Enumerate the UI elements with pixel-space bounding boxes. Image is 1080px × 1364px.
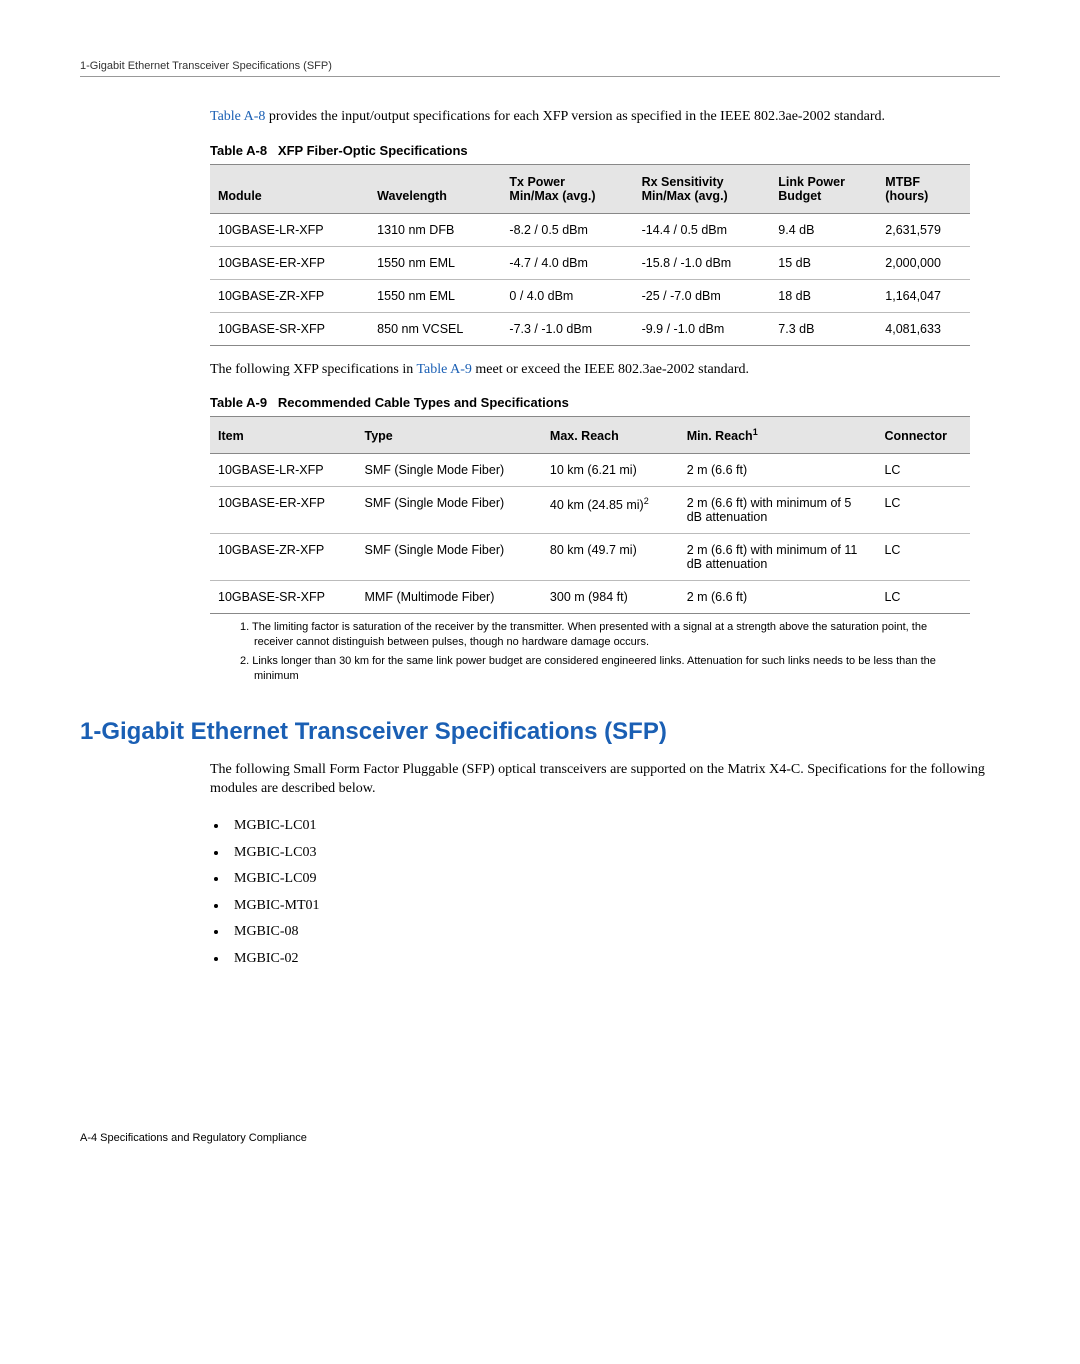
section-intro: The following Small Form Factor Pluggabl… (210, 760, 1000, 799)
table-cell: 80 km (49.7 mi) (542, 534, 679, 581)
table-row: 10GBASE-ER-XFPSMF (Single Mode Fiber)40 … (210, 487, 970, 534)
table-cell: -14.4 / 0.5 dBm (634, 213, 771, 246)
col-module: Module (210, 164, 369, 213)
list-item: MGBIC-MT01 (228, 893, 1000, 920)
list-item: MGBIC-LC01 (228, 813, 1000, 840)
table-cell: 7.3 dB (770, 312, 877, 345)
section-heading: 1-Gigabit Ethernet Transceiver Specifica… (80, 718, 1000, 746)
intro-paragraph-2: The following XFP specifications in Tabl… (210, 360, 1000, 380)
table-cell: LC (876, 534, 970, 581)
table-row: 10GBASE-LR-XFP1310 nm DFB-8.2 / 0.5 dBm-… (210, 213, 970, 246)
table-a8-title: XFP Fiber-Optic Specifications (278, 143, 468, 158)
table-cell: 1310 nm DFB (369, 213, 501, 246)
table-cell: 10GBASE-SR-XFP (210, 312, 369, 345)
table-cell: 2 m (6.6 ft) (679, 581, 877, 614)
intro2-pre: The following XFP specifications in (210, 362, 416, 377)
table-cell: LC (876, 454, 970, 487)
table-cell: -7.3 / -1.0 dBm (501, 312, 633, 345)
list-item: MGBIC-LC09 (228, 866, 1000, 893)
table-cell: 2,631,579 (877, 213, 970, 246)
table-cell: 2 m (6.6 ft) (679, 454, 877, 487)
table-cell: MMF (Multimode Fiber) (357, 581, 542, 614)
table-cell: SMF (Single Mode Fiber) (357, 454, 542, 487)
page-header: 1-Gigabit Ethernet Transceiver Specifica… (80, 60, 1000, 77)
table-cell: 18 dB (770, 279, 877, 312)
col-wavelength: Wavelength (369, 164, 501, 213)
table-a8-header-row: Module Wavelength Tx PowerMin/Max (avg.)… (210, 164, 970, 213)
table-cell: 850 nm VCSEL (369, 312, 501, 345)
table-a9-caption: Table A-9 Recommended Cable Types and Sp… (210, 395, 1000, 410)
module-list: MGBIC-LC01MGBIC-LC03MGBIC-LC09MGBIC-MT01… (210, 813, 1000, 973)
table-cell: -4.7 / 4.0 dBm (501, 246, 633, 279)
table-a9-title: Recommended Cable Types and Specificatio… (278, 395, 569, 410)
table-cell: 15 dB (770, 246, 877, 279)
table-row: 10GBASE-ZR-XFP1550 nm EML0 / 4.0 dBm-25 … (210, 279, 970, 312)
table-cell: 10GBASE-SR-XFP (210, 581, 357, 614)
col-type: Type (357, 417, 542, 454)
col-item: Item (210, 417, 357, 454)
col-txpower: Tx PowerMin/Max (avg.) (501, 164, 633, 213)
table-cell: 10 km (6.21 mi) (542, 454, 679, 487)
table-cell: 10GBASE-LR-XFP (210, 213, 369, 246)
table-cell: LC (876, 581, 970, 614)
table-cell: 0 / 4.0 dBm (501, 279, 633, 312)
table-cell: 10GBASE-ZR-XFP (210, 279, 369, 312)
list-item: MGBIC-02 (228, 946, 1000, 973)
table-a8-link[interactable]: Table A-8 (210, 109, 265, 124)
table-row: 10GBASE-SR-XFPMMF (Multimode Fiber)300 m… (210, 581, 970, 614)
footnote-2: 2. Links longer than 30 km for the same … (240, 654, 960, 684)
table-a9: Item Type Max. Reach Min. Reach1 Connect… (210, 416, 970, 614)
table-a8-prefix: Table A-8 (210, 143, 267, 158)
table-a8: Module Wavelength Tx PowerMin/Max (avg.)… (210, 164, 970, 346)
table-a8-caption: Table A-8 XFP Fiber-Optic Specifications (210, 143, 1000, 158)
table-cell: 10GBASE-ZR-XFP (210, 534, 357, 581)
list-item: MGBIC-LC03 (228, 840, 1000, 867)
table-cell: 9.4 dB (770, 213, 877, 246)
intro-paragraph-1: Table A-8 provides the input/output spec… (210, 107, 1000, 127)
table-cell: 10GBASE-LR-XFP (210, 454, 357, 487)
table-cell: SMF (Single Mode Fiber) (357, 534, 542, 581)
table-a9-prefix: Table A-9 (210, 395, 267, 410)
col-maxreach: Max. Reach (542, 417, 679, 454)
col-linkpower: Link PowerBudget (770, 164, 877, 213)
table-a9-header-row: Item Type Max. Reach Min. Reach1 Connect… (210, 417, 970, 454)
table-row: 10GBASE-ZR-XFPSMF (Single Mode Fiber)80 … (210, 534, 970, 581)
col-minreach: Min. Reach1 (679, 417, 877, 454)
table-cell: 1,164,047 (877, 279, 970, 312)
footnote-1: 1. The limiting factor is saturation of … (240, 620, 960, 650)
table-cell: -25 / -7.0 dBm (634, 279, 771, 312)
table-cell: 2 m (6.6 ft) with minimum of 11 dB atten… (679, 534, 877, 581)
table-cell: 2,000,000 (877, 246, 970, 279)
list-item: MGBIC-08 (228, 919, 1000, 946)
table-cell: 10GBASE-ER-XFP (210, 246, 369, 279)
page-footer: A-4 Specifications and Regulatory Compli… (80, 1132, 1000, 1144)
col-connector: Connector (876, 417, 970, 454)
table-row: 10GBASE-LR-XFPSMF (Single Mode Fiber)10 … (210, 454, 970, 487)
intro2-post: meet or exceed the IEEE 802.3ae-2002 sta… (472, 362, 749, 377)
table-cell: 1550 nm EML (369, 246, 501, 279)
table-cell: -9.9 / -1.0 dBm (634, 312, 771, 345)
intro1-text: provides the input/output specifications… (265, 109, 885, 124)
table-cell: 10GBASE-ER-XFP (210, 487, 357, 534)
table-cell: LC (876, 487, 970, 534)
table-cell: 1550 nm EML (369, 279, 501, 312)
col-mtbf: MTBF(hours) (877, 164, 970, 213)
table-cell: -8.2 / 0.5 dBm (501, 213, 633, 246)
col-rxsens: Rx SensitivityMin/Max (avg.) (634, 164, 771, 213)
table-cell: 4,081,633 (877, 312, 970, 345)
table-cell: 300 m (984 ft) (542, 581, 679, 614)
table-cell: 40 km (24.85 mi)2 (542, 487, 679, 534)
table-a9-link[interactable]: Table A-9 (416, 362, 471, 377)
table-cell: SMF (Single Mode Fiber) (357, 487, 542, 534)
table-row: 10GBASE-SR-XFP850 nm VCSEL-7.3 / -1.0 dB… (210, 312, 970, 345)
table-row: 10GBASE-ER-XFP1550 nm EML-4.7 / 4.0 dBm-… (210, 246, 970, 279)
table-cell: 2 m (6.6 ft) with minimum of 5 dB attenu… (679, 487, 877, 534)
table-a9-footnotes: 1. The limiting factor is saturation of … (240, 620, 960, 683)
table-cell: -15.8 / -1.0 dBm (634, 246, 771, 279)
